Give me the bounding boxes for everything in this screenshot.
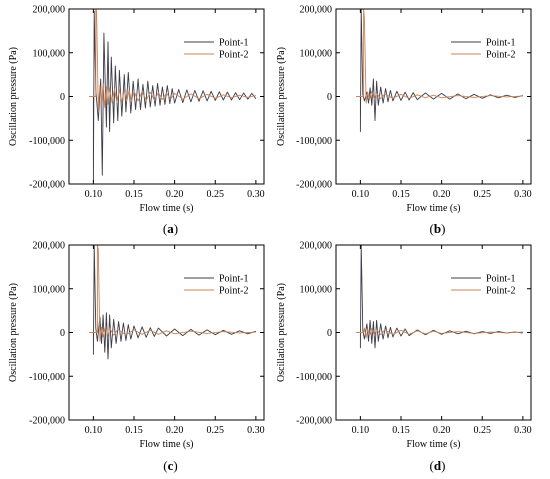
panel-caption: (a): [163, 221, 178, 236]
caption-open-paren: (: [430, 221, 434, 236]
x-tick-label: 0.15: [392, 189, 410, 200]
panel-caption: (d): [430, 458, 446, 473]
series-line-point-2: [356, 327, 523, 339]
y-tick-label: -100,000: [296, 136, 332, 147]
legend-label-point-1: Point-1: [486, 38, 515, 49]
x-tick-label: 0.10: [85, 425, 103, 436]
y-tick-label: -200,000: [29, 180, 65, 191]
y-tick-label: 200,000: [300, 241, 333, 252]
x-tick-label: 0.15: [392, 425, 410, 436]
y-tick-label: -100,000: [29, 136, 65, 147]
y-tick-label: 100,000: [33, 284, 66, 295]
series-line-point-2: [89, 245, 256, 342]
y-tick-label: 100,000: [33, 48, 66, 59]
caption-letter: c: [168, 458, 174, 473]
chart-panel-d: 200,000 100,000 0 -100,000 -200,000 0.10 0.15 0…: [276, 241, 532, 474]
caption-letter: b: [434, 221, 441, 236]
series-line-point-1: [356, 9, 523, 132]
x-tick-label: 0.25: [474, 189, 492, 200]
y-tick-label: 100,000: [300, 48, 333, 59]
panel-caption: (b): [430, 221, 446, 236]
x-tick-label: 0.25: [207, 189, 225, 200]
y-tick-label: -100,000: [296, 372, 332, 383]
x-tick-label: 0.10: [352, 189, 370, 200]
legend-label-point-2: Point-2: [486, 50, 515, 61]
y-tick-label: 0: [327, 328, 332, 339]
chart-panel-c: 200,000 100,000 0 -100,000 -200,000 0.10 0.15 0…: [8, 241, 265, 474]
caption-close-paren: ): [174, 221, 178, 236]
y-tick-label: 0: [327, 92, 332, 103]
x-tick-label: 0.30: [247, 189, 265, 200]
caption-letter: a: [167, 221, 174, 236]
y-tick-label: 200,000: [33, 5, 66, 16]
legend-label-point-2: Point-2: [219, 286, 248, 297]
x-tick-label: 0.25: [207, 425, 225, 436]
x-tick-label: 0.10: [85, 189, 103, 200]
y-tick-label: 0: [60, 92, 65, 103]
y-axis-label: Oscillation pressure (Pa): [276, 283, 287, 382]
caption-open-paren: (: [163, 221, 167, 236]
x-axis-label: Flow time (s): [140, 203, 194, 214]
x-tick-label: 0.30: [514, 425, 532, 436]
x-tick-label: 0.20: [166, 189, 184, 200]
x-tick-label: 0.30: [514, 189, 532, 200]
caption-close-paren: ): [173, 458, 177, 473]
y-tick-label: -200,000: [29, 416, 65, 427]
x-tick-label: 0.25: [474, 425, 492, 436]
x-axis-label: Flow time (s): [140, 439, 194, 450]
y-axis-label: Oscillation pressure (Pa): [276, 47, 287, 146]
panel-caption: (c): [163, 458, 177, 473]
x-tick-label: 0.20: [433, 189, 451, 200]
caption-close-paren: ): [441, 458, 445, 473]
x-tick-label: 0.15: [125, 425, 143, 436]
x-tick-label: 0.20: [166, 425, 184, 436]
legend-label-point-2: Point-2: [219, 50, 248, 61]
y-tick-label: 200,000: [300, 5, 333, 16]
x-tick-label: 0.15: [125, 189, 143, 200]
series-line-point-1: [89, 245, 257, 360]
chart-panel-b: 200,000 100,000 0 -100,000 -200,000 0.10 0.15 0…: [276, 5, 532, 237]
x-tick-label: 0.20: [433, 425, 451, 436]
caption-open-paren: (: [430, 458, 434, 473]
y-tick-label: -200,000: [296, 416, 332, 427]
x-axis-label: Flow time (s): [407, 439, 461, 450]
x-tick-label: 0.10: [352, 425, 370, 436]
chart-panel-a: 200,000 100,000 0 -100,000 -200,000 0.10 0.15 0…: [8, 5, 265, 237]
y-tick-label: 0: [60, 328, 65, 339]
x-tick-label: 0.30: [247, 425, 265, 436]
y-tick-label: 200,000: [33, 241, 66, 252]
x-axis-label: Flow time (s): [407, 203, 461, 214]
y-axis-label: Oscillation pressure (Pa): [8, 283, 19, 382]
series-line-point-2: [89, 9, 256, 111]
caption-close-paren: ): [441, 221, 445, 236]
y-tick-label: 100,000: [300, 284, 333, 295]
legend-label-point-1: Point-1: [486, 274, 515, 285]
series-line-point-1: [89, 10, 257, 183]
legend-label-point-2: Point-2: [486, 286, 515, 297]
y-tick-label: -200,000: [296, 180, 332, 191]
series-line-point-2: [356, 9, 523, 104]
legend-label-point-1: Point-1: [219, 274, 248, 285]
caption-letter: d: [434, 458, 442, 473]
y-tick-label: -100,000: [29, 372, 65, 383]
legend-label-point-1: Point-1: [219, 38, 248, 49]
y-axis-label: Oscillation pressure (Pa): [8, 47, 19, 146]
caption-open-paren: (: [163, 458, 167, 473]
